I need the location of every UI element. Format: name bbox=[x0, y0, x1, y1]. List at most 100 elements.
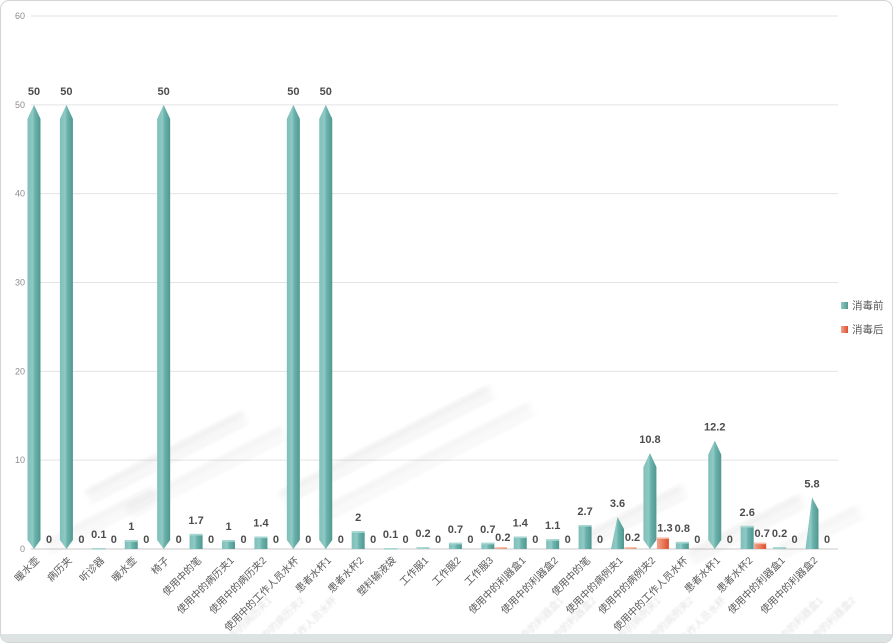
value-label-after: 0 bbox=[792, 534, 798, 546]
value-label-after: 0.7 bbox=[755, 528, 770, 540]
value-label-before: 2 bbox=[355, 512, 361, 524]
value-label-before: 50 bbox=[60, 86, 72, 98]
bar-before bbox=[611, 517, 624, 549]
value-label-after: 0 bbox=[143, 534, 149, 546]
y-axis-tick-label: 40 bbox=[15, 189, 25, 199]
value-label-before: 0.8 bbox=[675, 523, 690, 535]
value-label-after: 0 bbox=[467, 534, 473, 546]
bar-before bbox=[157, 104, 171, 549]
bar-before-top-face bbox=[675, 541, 689, 544]
bottom-accent-bar bbox=[1, 634, 892, 642]
value-label-before: 1.1 bbox=[545, 520, 560, 532]
bar-after-top-face bbox=[624, 547, 637, 549]
x-axis-category-label: 病历夹 bbox=[44, 554, 74, 584]
value-label-before: 0.2 bbox=[772, 528, 787, 540]
bar-before bbox=[222, 540, 235, 549]
bar-before bbox=[708, 440, 722, 549]
value-label-after: 0 bbox=[824, 534, 830, 546]
x-axis-category-label: 工作服3 bbox=[462, 554, 496, 588]
bar-before bbox=[513, 536, 527, 549]
bar-before bbox=[319, 104, 333, 549]
bar-before-top-face bbox=[416, 547, 430, 549]
value-label-before: 50 bbox=[158, 86, 170, 98]
bar-after-top-face bbox=[656, 537, 669, 539]
value-label-before: 0.1 bbox=[383, 529, 398, 541]
legend-label-before: 消毒前 bbox=[852, 300, 884, 312]
value-label-after: 0 bbox=[305, 534, 311, 546]
bar-shadow bbox=[319, 403, 531, 515]
bar-before-top-face bbox=[578, 525, 592, 527]
bar-before bbox=[675, 541, 689, 549]
value-label-before: 10.8 bbox=[639, 434, 660, 446]
value-label-after: 0 bbox=[46, 534, 52, 546]
x-axis-category-label: 工作服2 bbox=[430, 554, 464, 588]
value-label-after: 0 bbox=[78, 534, 84, 546]
value-label-after: 0 bbox=[208, 534, 214, 546]
value-label-after: 0 bbox=[338, 534, 344, 546]
value-label-before: 1.4 bbox=[513, 518, 529, 530]
value-label-before: 0.2 bbox=[415, 528, 430, 540]
legend-swatch-before-icon bbox=[841, 302, 848, 309]
x-axis-category-label: 暖水壶 bbox=[12, 554, 42, 584]
value-label-before: 12.2 bbox=[704, 422, 725, 434]
value-label-after: 0 bbox=[176, 534, 182, 546]
value-label-after: 0.2 bbox=[495, 532, 510, 544]
value-label-before: 50 bbox=[287, 86, 299, 98]
value-label-after: 0 bbox=[370, 534, 376, 546]
x-axis-category-label: 使用中的利器盒1 bbox=[725, 554, 788, 617]
value-label-after: 1.3 bbox=[657, 522, 672, 534]
bar-before-top-face bbox=[384, 548, 398, 550]
bar-after bbox=[656, 537, 669, 549]
legend-label-after: 消毒后 bbox=[852, 324, 884, 336]
x-axis-category-label: 椅子 bbox=[148, 554, 171, 577]
value-label-before: 0.7 bbox=[448, 524, 463, 536]
bar-before bbox=[578, 525, 592, 549]
y-axis-tick-label: 0 bbox=[20, 544, 25, 554]
value-label-before: 1.7 bbox=[188, 515, 203, 527]
bar-before-top-face bbox=[481, 542, 495, 545]
value-label-before: 50 bbox=[28, 86, 40, 98]
bar-shadow bbox=[586, 493, 687, 548]
value-label-after: 0 bbox=[435, 534, 441, 546]
x-axis-category-label: 使用中的利器盒1 bbox=[466, 554, 529, 617]
bar-shadow bbox=[780, 514, 863, 559]
y-axis-tick-label: 50 bbox=[15, 100, 25, 110]
bar-before bbox=[27, 104, 41, 549]
value-label-before: 3.6 bbox=[610, 498, 625, 510]
bar-before-top-face bbox=[254, 536, 268, 539]
legend-item-before[interactable]: 消毒前 bbox=[841, 298, 884, 313]
value-label-after: 0 bbox=[111, 534, 117, 546]
bar-before bbox=[546, 539, 560, 549]
value-label-after: 0 bbox=[565, 534, 571, 546]
y-axis-tick-label: 30 bbox=[15, 278, 25, 288]
value-label-before: 0.7 bbox=[480, 524, 495, 536]
legend-swatch-after-icon bbox=[841, 326, 848, 333]
bar-before-top-face bbox=[740, 525, 754, 528]
bar-shadow bbox=[582, 485, 684, 540]
y-axis-tick-label: 10 bbox=[15, 455, 25, 465]
bar-shadow bbox=[283, 394, 495, 505]
bar-after bbox=[754, 542, 767, 549]
bar-before bbox=[59, 104, 73, 549]
bar-before bbox=[643, 453, 657, 549]
bar-before bbox=[351, 531, 365, 549]
bar-before-top-face bbox=[92, 548, 106, 550]
y-axis-tick-label: 20 bbox=[15, 366, 25, 376]
bar-before bbox=[805, 497, 819, 549]
value-label-before: 1 bbox=[225, 521, 231, 533]
bar-shadow bbox=[323, 411, 535, 522]
value-label-before: 50 bbox=[320, 86, 332, 98]
bar-before-top-face bbox=[351, 531, 365, 533]
legend-item-after[interactable]: 消毒后 bbox=[841, 322, 884, 337]
value-label-after: 0 bbox=[694, 534, 700, 546]
y-axis-tick-label: 60 bbox=[15, 11, 25, 21]
bar-before bbox=[124, 540, 138, 549]
bar-before bbox=[286, 104, 300, 549]
value-label-after: 0 bbox=[532, 534, 538, 546]
value-label-after: 0 bbox=[403, 534, 409, 546]
bar-before-top-face bbox=[546, 539, 560, 541]
bar-before bbox=[254, 536, 268, 549]
bar-before-top-face bbox=[448, 542, 462, 545]
